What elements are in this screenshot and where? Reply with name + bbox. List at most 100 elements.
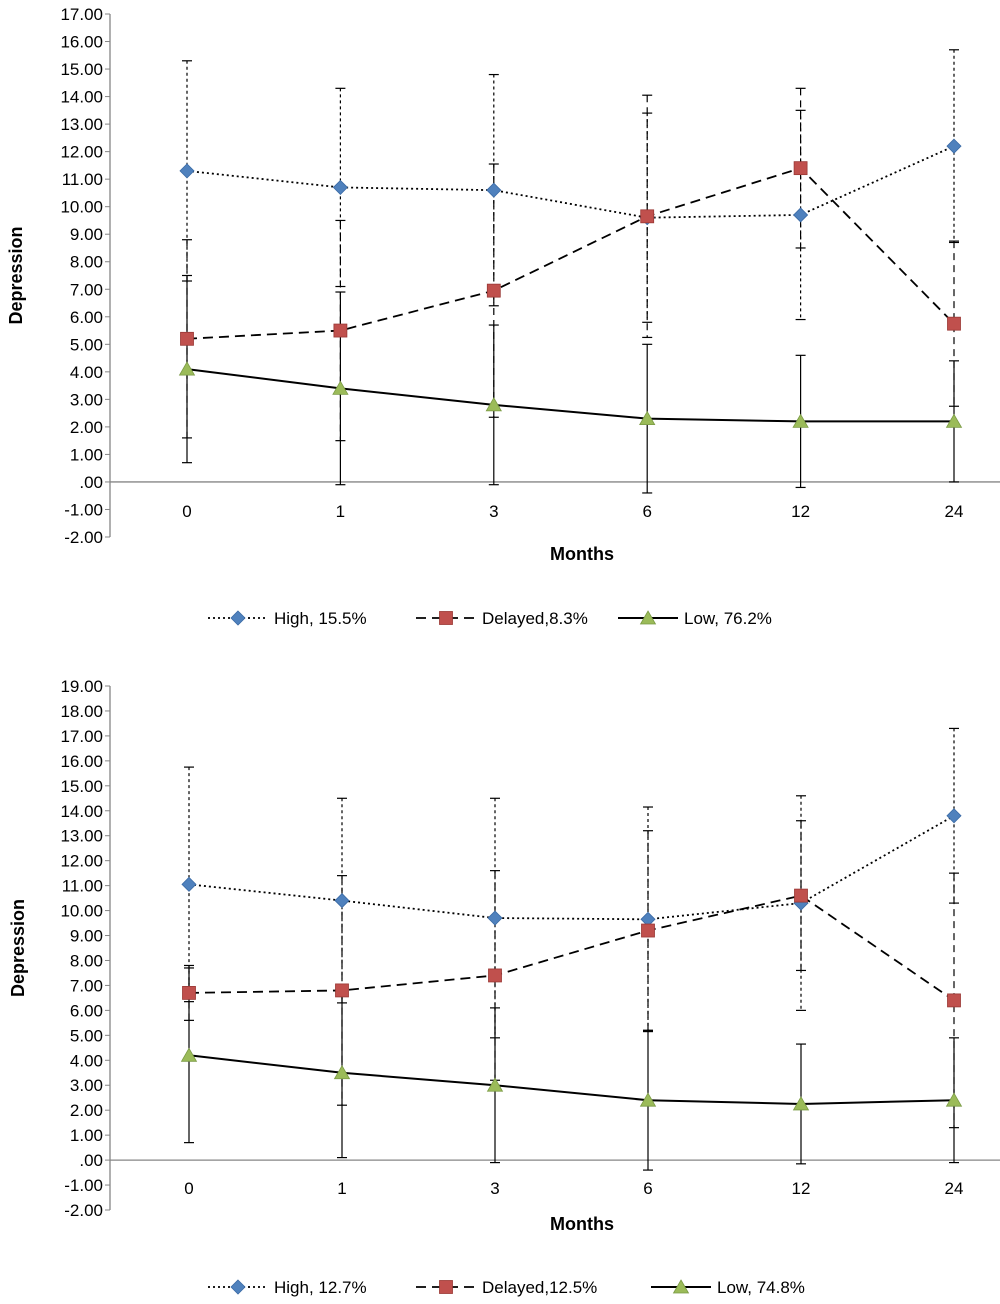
y-tick-label: 15.00 [60,777,103,796]
y-tick-label: 7.00 [70,280,103,299]
y-tick-label: 5.00 [70,335,103,354]
data-point-triangle [178,361,196,376]
legend-marker-triangle [672,1279,690,1294]
y-tick-label: .00 [79,473,103,492]
data-point-diamond [946,138,962,154]
y-tick-label: 1.00 [70,445,103,464]
chart-top: -2.00 -1.00 .00 1.00 2.00 3.00 4.00 5.00 6.00 7.0… [6,5,1000,628]
y-tick-label: 2.00 [70,1101,103,1120]
y-tick-label: 2.00 [70,418,103,437]
data-point-square [333,323,348,338]
data-point-diamond [181,876,197,892]
y-tick-label: 18.00 [60,702,103,721]
y-tick-label: 6.00 [70,1001,103,1020]
y-tick-label: 11.00 [62,170,103,189]
legend-marker-diamond [230,1279,246,1295]
data-point-square [947,316,961,331]
x-tick-label: 6 [642,502,651,521]
y-tick-label: 7.00 [70,976,103,995]
x-tick-label: 0 [184,1179,193,1198]
y-tick-label: 8.00 [70,951,103,970]
y-tick-label: 10.00 [60,902,103,921]
y-tick-label: 6.00 [70,308,103,327]
y-tick-label: 8.00 [70,253,103,272]
legend-marker-square [439,1280,453,1294]
data-point-triangle [486,1077,504,1092]
y-tick-label: 16.00 [60,33,103,52]
data-point-square [793,161,808,176]
y-tick-label: 17.00 [60,5,103,24]
x-tick-label: 3 [490,1179,499,1198]
y-tick-label: 14.00 [60,88,103,107]
data-point-square [180,331,194,346]
data-point-square [640,209,655,224]
y-tick-label: 14.00 [60,802,103,821]
y-tick-label: 13.00 [60,115,103,134]
y-tick-label: 10.00 [60,198,103,217]
x-tick-label: 3 [489,502,498,521]
data-point-diamond [486,182,502,198]
y-tick-label: -2.00 [64,1201,103,1220]
data-point-triangle [792,1096,810,1111]
y-tick-label: 12.00 [60,852,103,871]
y-tick-label: 4.00 [70,1051,103,1070]
data-point-triangle [792,413,809,428]
y-tick-label: 15.00 [60,60,103,79]
y-tick-label: 16.00 [60,752,103,771]
data-point-diamond [946,808,962,824]
y-tick-label: 3.00 [70,390,103,409]
y-axis-title: Depression [6,226,26,324]
data-point-diamond [793,207,809,223]
y-tick-label: 4.00 [70,363,103,382]
data-point-square [182,986,196,1000]
y-tick-label: 1.00 [70,1126,103,1145]
x-tick-label: 24 [945,1179,964,1198]
x-tick-label: 1 [336,502,345,521]
x-tick-label: 6 [643,1179,652,1198]
y-axis-title: Depression [8,899,28,997]
series-line [188,1054,955,1105]
y-tick-label: 9.00 [70,225,103,244]
series-line [186,368,954,423]
data-point-square [486,283,501,298]
data-point-square [335,983,349,998]
legend-label: High, 15.5% [274,609,367,628]
data-point-triangle [945,1092,963,1107]
data-point-diamond [334,893,350,909]
data-point-triangle [639,410,656,426]
y-tick-label: 11.00 [62,877,103,896]
x-axis-title: Months [550,544,614,564]
legend-marker-square [439,611,453,625]
data-point-square [947,993,961,1008]
data-point-triangle [180,1047,198,1062]
y-tick-label: -1.00 [64,500,103,519]
x-tick-label: 24 [945,502,964,521]
x-tick-label: 12 [792,1179,811,1198]
y-tick-label: 3.00 [70,1076,103,1095]
legend-label: Low, 74.8% [717,1278,805,1297]
data-point-square [488,968,502,983]
data-point-square [794,888,808,903]
data-point-triangle [945,413,963,428]
series-line [186,167,955,340]
data-point-diamond [487,910,503,926]
series-line [188,894,955,1002]
data-point-square [641,923,655,938]
y-tick-label: 12.00 [60,143,103,162]
y-tick-label: 13.00 [60,827,103,846]
series-line [186,145,955,219]
legend-label: Delayed,12.5% [482,1278,597,1297]
x-axis-title: Months [550,1214,614,1234]
y-tick-label: 17.00 [60,727,103,746]
x-tick-label: 0 [182,502,191,521]
data-point-triangle [333,1064,351,1080]
y-tick-label: 19.00 [60,677,103,696]
legend-marker-triangle [639,610,657,625]
y-tick-label: 5.00 [70,1026,103,1045]
legend-marker-diamond [230,610,246,626]
chart-bottom: -2.00 -1.00 .00 1.00 2.00 3.00 4.00 5.00 6.00 7.0… [8,677,1000,1297]
legend-label: Low, 76.2% [684,609,772,628]
data-point-diamond [179,163,195,179]
data-point-diamond [332,179,348,195]
